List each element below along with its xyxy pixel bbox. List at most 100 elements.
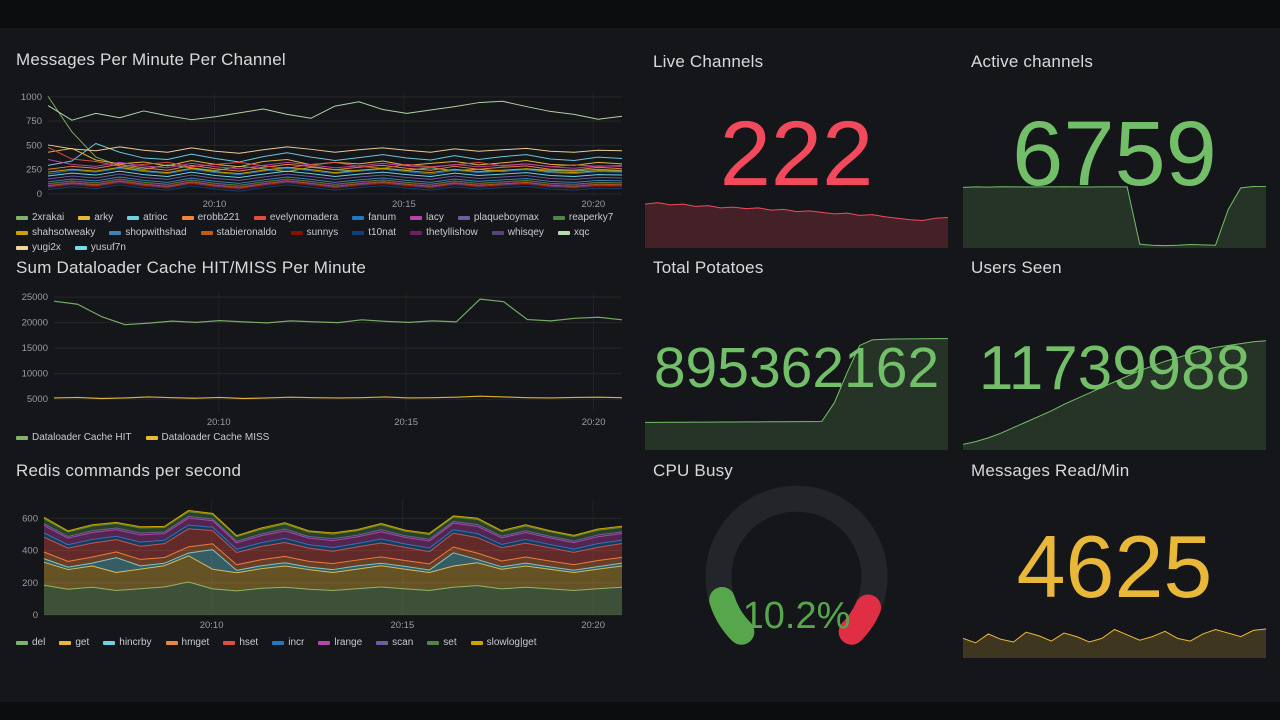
legend-label: hmget	[181, 637, 210, 648]
redis-commands-legend: del get hincrby hmget hset incr lrange scan set s…	[8, 637, 634, 648]
panel-live-channels: Live Channels 222	[645, 36, 948, 248]
legend-swatch	[165, 640, 178, 645]
svg-text:250: 250	[26, 165, 42, 176]
legend-item-reaperky7[interactable]: reaperky7	[552, 212, 613, 223]
legend-swatch	[145, 435, 158, 440]
legend-item-shahsotweaky[interactable]: shahsotweaky	[16, 227, 95, 238]
panel-title: Redis commands per second	[16, 461, 242, 480]
legend-swatch	[109, 230, 122, 235]
legend-swatch	[376, 640, 389, 645]
legend-item-slowlog-get[interactable]: slowlog|get	[470, 637, 537, 648]
legend-item-del[interactable]: del	[16, 637, 45, 648]
legend-swatch	[127, 215, 140, 220]
legend-swatch	[491, 230, 504, 235]
legend-item-plaqueboymax[interactable]: plaqueboymax	[457, 212, 539, 223]
legend-label: t10nat	[368, 227, 397, 238]
legend-label: plaqueboymax	[473, 212, 539, 223]
legend-item-get[interactable]: get	[59, 637, 89, 648]
legend-item-sunnys[interactable]: sunnys	[290, 227, 339, 238]
legend-label: yusuf7n	[90, 242, 126, 253]
legend-label: get	[75, 637, 90, 648]
legend-item-yusuf7n[interactable]: yusuf7n	[74, 242, 126, 253]
live-channels-value: 222	[719, 103, 874, 205]
legend-item-hmget[interactable]: hmget	[165, 637, 210, 648]
legend-item-whisqey[interactable]: whisqey	[491, 227, 544, 238]
panel-messages-per-minute: Messages Per Minute Per Channel 20:10 20:…	[8, 36, 634, 253]
redis-commands-chart[interactable]: 20:10 20:15 20:20 0 200 400 600	[10, 493, 628, 631]
legend-item-fanum[interactable]: fanum	[352, 212, 396, 223]
legend-item-incr[interactable]: incr	[272, 637, 304, 648]
legend-swatch	[410, 215, 423, 220]
legend-item-xqc[interactable]: xqc	[557, 227, 589, 238]
panel-redis-commands: Redis commands per second 20:10 20:15 20:2…	[8, 455, 632, 659]
legend-swatch	[427, 640, 440, 645]
legend-swatch	[200, 230, 213, 235]
legend-label: slowlog|get	[486, 637, 537, 648]
panel-title: Users Seen	[971, 258, 1062, 277]
panel-messages-read-min: Messages Read/Min 4625	[963, 455, 1266, 658]
messages-per-minute-chart[interactable]: 20:10 20:15 20:20 0 250 500 750 1000	[10, 86, 628, 210]
legend-swatch	[457, 215, 470, 220]
svg-text:10000: 10000	[22, 369, 48, 380]
legend-item-t10nat[interactable]: t10nat	[352, 227, 396, 238]
live-channels-sparkline	[645, 196, 948, 248]
svg-text:20:20: 20:20	[581, 199, 605, 210]
cpu-busy-gauge	[645, 481, 948, 658]
panel-title: Total Potatoes	[653, 258, 764, 277]
svg-text:500: 500	[26, 140, 42, 151]
svg-text:25000: 25000	[22, 292, 48, 303]
svg-text:20:10: 20:10	[207, 417, 231, 428]
svg-text:0: 0	[33, 610, 38, 621]
legend-item-evelynomadera[interactable]: evelynomadera	[253, 212, 339, 223]
legend-item-atrioc[interactable]: atrioc	[127, 212, 168, 223]
legend-item-erobb221[interactable]: erobb221	[181, 212, 240, 223]
panel-active-channels: Active channels 6759	[963, 36, 1266, 248]
legend-item-scan[interactable]: scan	[376, 637, 413, 648]
messages-per-minute-legend: 2xrakai arky atrioc erobb221 evelynomadera fa…	[8, 212, 634, 253]
legend-item-hset[interactable]: hset	[223, 637, 258, 648]
legend-label: Dataloader Cache HIT	[32, 432, 132, 443]
legend-swatch	[16, 215, 28, 220]
panel-users-seen: Users Seen 11739988	[963, 252, 1266, 450]
legend-item-lacy[interactable]: lacy	[410, 212, 444, 223]
legend-label: incr	[288, 637, 305, 648]
dataloader-cache-legend: Dataloader Cache HIT Dataloader Cache MIS…	[8, 432, 634, 443]
legend-swatch	[16, 230, 28, 235]
legend-swatch	[557, 230, 570, 235]
legend-swatch	[272, 640, 285, 645]
legend-swatch	[74, 245, 87, 250]
legend-item-dataloader-cache-hit[interactable]: Dataloader Cache HIT	[16, 432, 132, 443]
svg-text:20:20: 20:20	[581, 620, 605, 631]
legend-item-2xrakai[interactable]: 2xrakai	[16, 212, 64, 223]
legend-swatch	[470, 640, 483, 645]
svg-text:15000: 15000	[22, 343, 48, 354]
legend-label: del	[32, 637, 46, 648]
legend-item-shopwithshad[interactable]: shopwithshad	[109, 227, 187, 238]
legend-label: Dataloader Cache MISS	[161, 432, 270, 443]
panel-title: CPU Busy	[653, 461, 734, 480]
svg-text:20:10: 20:10	[200, 620, 224, 631]
active-channels-value: 6759	[1012, 103, 1217, 205]
legend-item-lrange[interactable]: lrange	[318, 637, 362, 648]
svg-text:20:10: 20:10	[203, 199, 227, 210]
legend-label: evelynomadera	[269, 212, 339, 223]
legend-label: shopwithshad	[125, 227, 187, 238]
legend-item-arky[interactable]: arky	[78, 212, 113, 223]
users-seen-value: 11739988	[978, 334, 1251, 403]
legend-swatch	[352, 215, 365, 220]
legend-label: sunnys	[306, 227, 339, 238]
svg-text:0: 0	[37, 189, 42, 200]
legend-label: lrange	[334, 637, 363, 648]
dataloader-cache-chart[interactable]: 20:10 20:15 20:20 5000 10000 15000 20000 25000	[10, 286, 628, 428]
legend-item-set[interactable]: set	[427, 637, 457, 648]
legend-label: set	[443, 637, 457, 648]
legend-item-dataloader-cache-miss[interactable]: Dataloader Cache MISS	[145, 432, 270, 443]
legend-item-yugi2x[interactable]: yugi2x	[16, 242, 61, 253]
legend-label: lacy	[426, 212, 444, 223]
legend-label: fanum	[368, 212, 397, 223]
legend-item-stabieronaldo[interactable]: stabieronaldo	[200, 227, 277, 238]
panel-cpu-busy: CPU Busy 10.2%	[645, 455, 948, 658]
legend-item-hincrby[interactable]: hincrby	[103, 637, 152, 648]
legend-swatch	[318, 640, 331, 645]
legend-item-thetyllishow[interactable]: thetyllishow	[410, 227, 478, 238]
